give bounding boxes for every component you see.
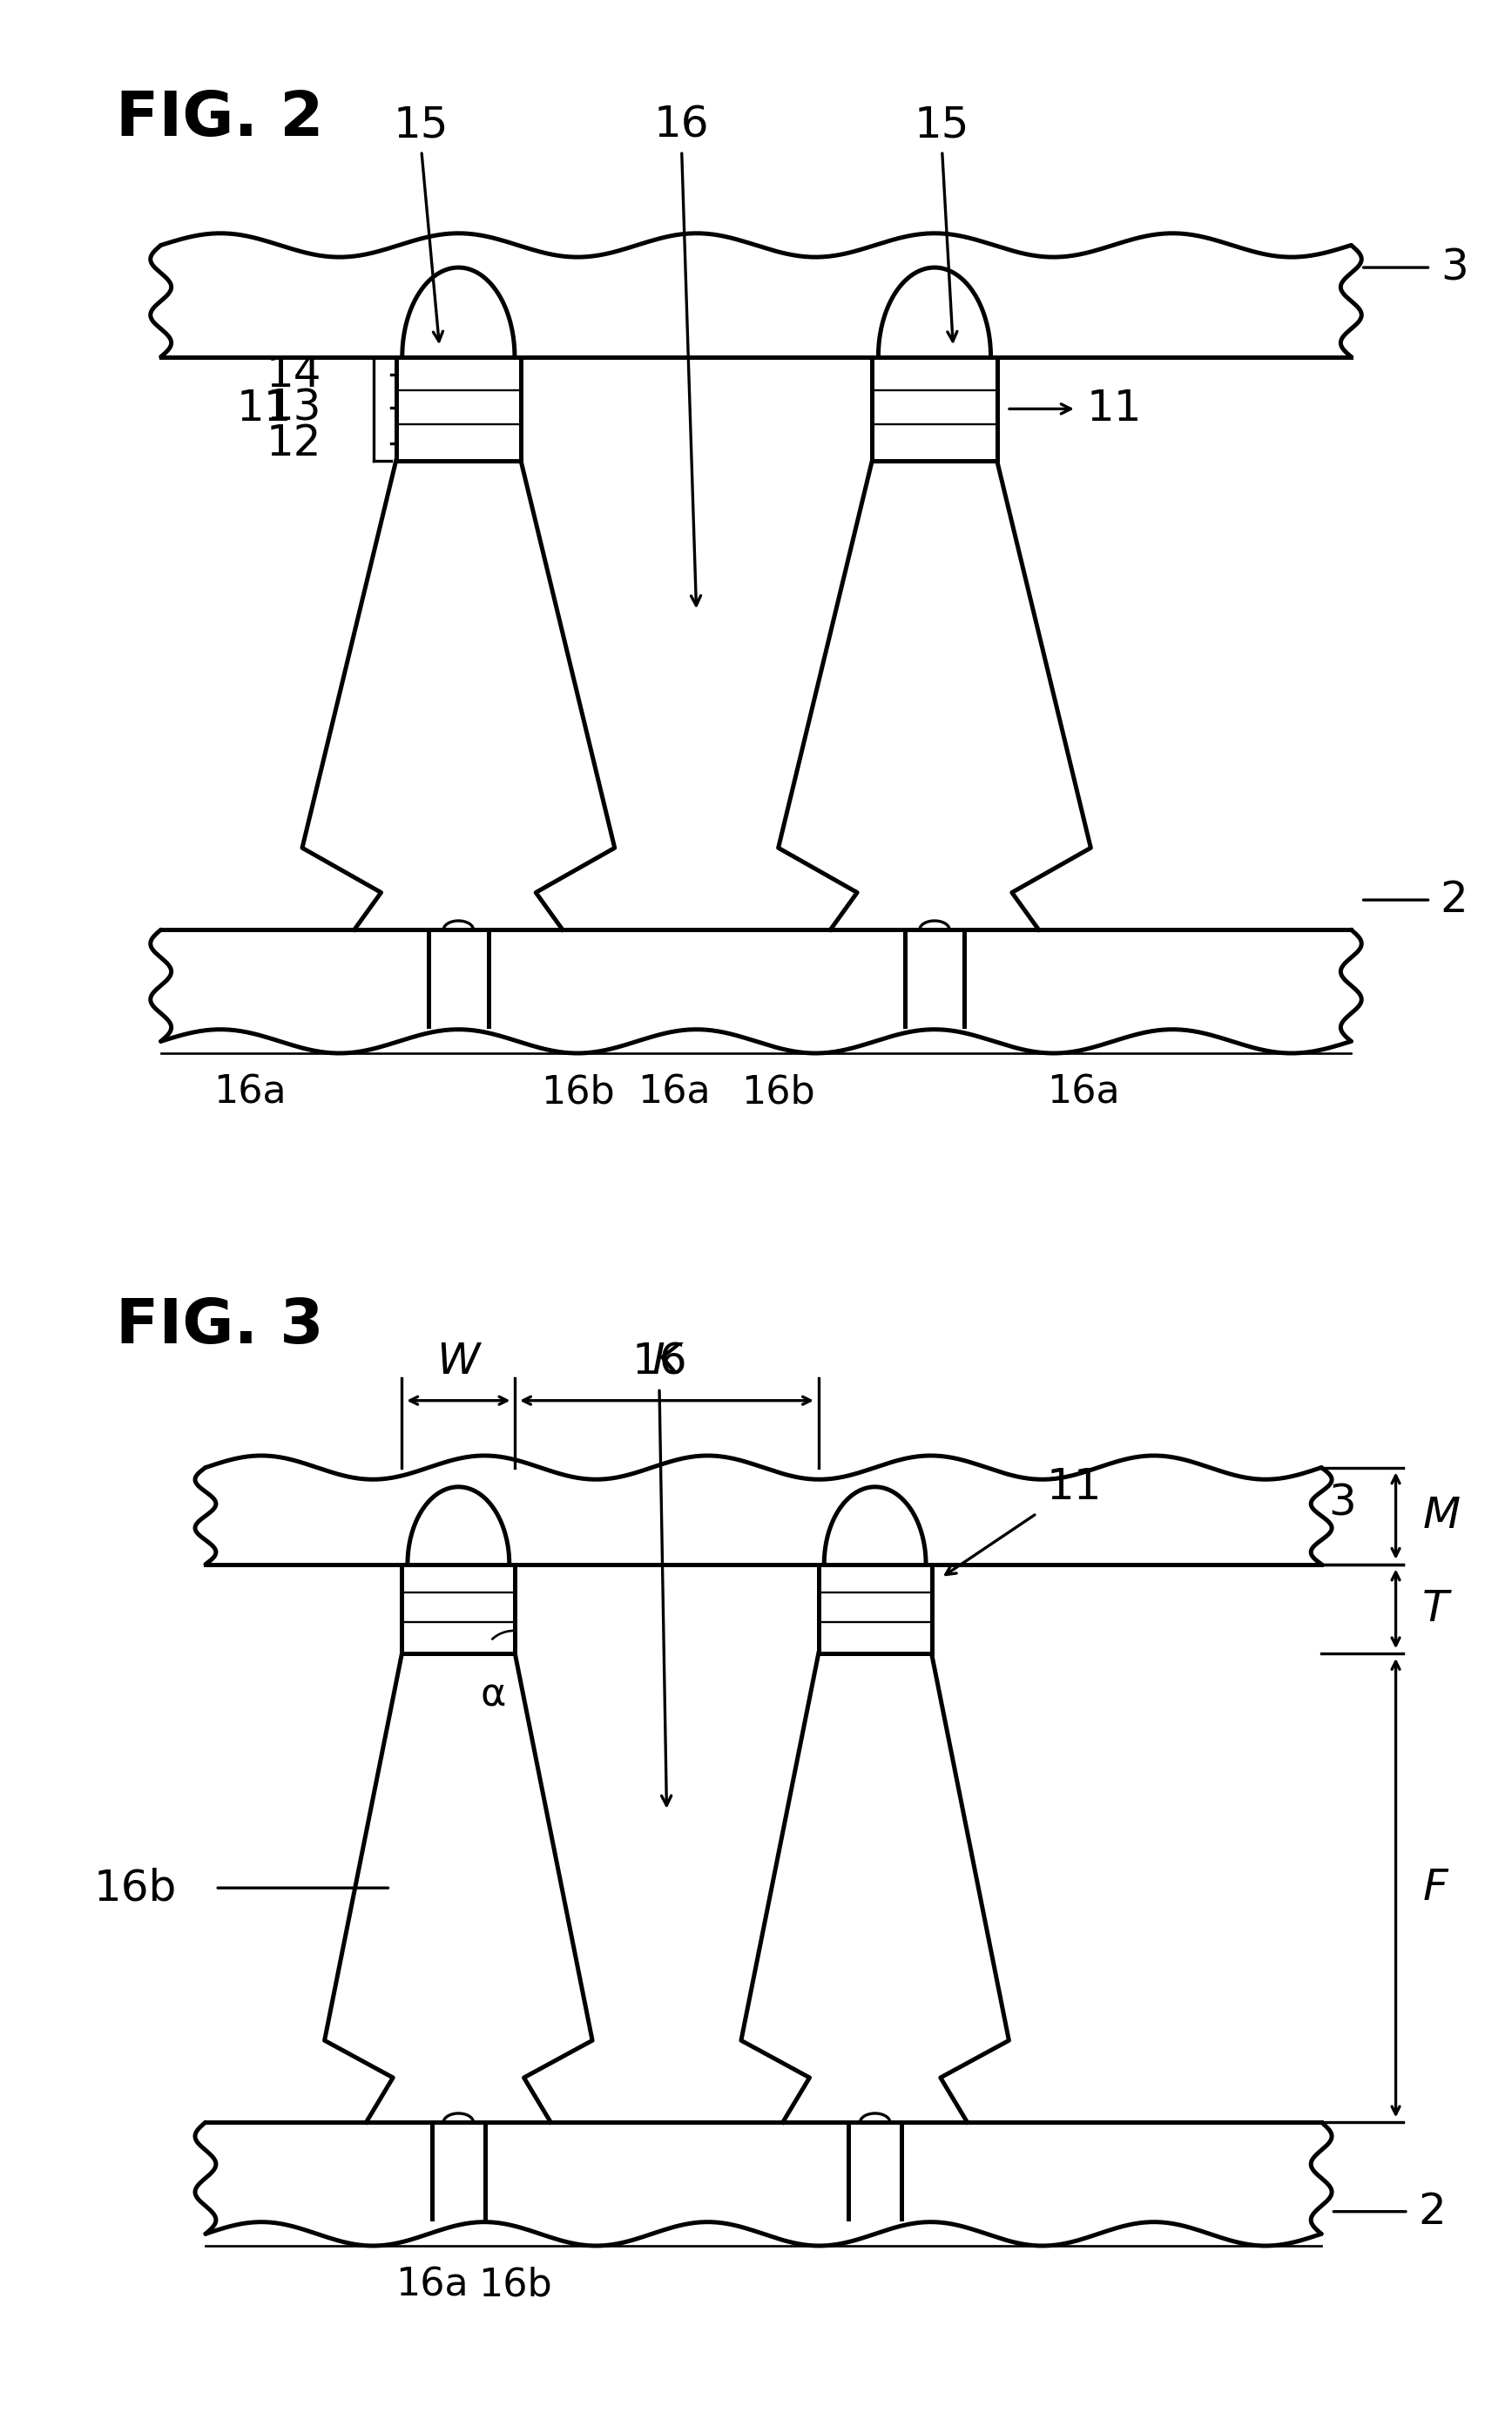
Text: 3: 3 <box>1441 248 1468 289</box>
Text: 16: 16 <box>632 1340 686 1383</box>
Text: 2: 2 <box>1441 879 1468 920</box>
Text: 12: 12 <box>266 422 322 464</box>
Text: M: M <box>1423 1495 1461 1536</box>
Text: FIG. 2: FIG. 2 <box>116 90 324 148</box>
Text: F: F <box>1423 1866 1447 1908</box>
Text: 11: 11 <box>236 388 292 430</box>
Text: 3: 3 <box>1329 1483 1356 1524</box>
Text: 11: 11 <box>1086 388 1142 430</box>
Text: 11: 11 <box>1046 1466 1101 1507</box>
Text: 16a: 16a <box>395 2267 469 2303</box>
Text: FIG. 3: FIG. 3 <box>116 1296 324 1357</box>
Text: 16a: 16a <box>1046 1075 1120 1112</box>
Text: 16: 16 <box>653 104 709 146</box>
Text: 15: 15 <box>915 104 969 146</box>
Text: 15: 15 <box>393 104 449 146</box>
Text: 13: 13 <box>266 386 322 430</box>
Text: 16a: 16a <box>638 1075 711 1112</box>
Text: α: α <box>481 1677 507 1713</box>
Text: 16a: 16a <box>213 1075 287 1112</box>
Text: W: W <box>437 1340 479 1383</box>
Text: T: T <box>1423 1587 1448 1631</box>
Text: 16b: 16b <box>741 1075 815 1112</box>
Text: 16b: 16b <box>541 1075 614 1112</box>
Text: 16b: 16b <box>94 1866 177 1908</box>
Text: 16b: 16b <box>478 2267 552 2303</box>
Text: 14: 14 <box>266 354 322 396</box>
Text: 2: 2 <box>1418 2192 1445 2233</box>
Text: K: K <box>653 1340 680 1383</box>
